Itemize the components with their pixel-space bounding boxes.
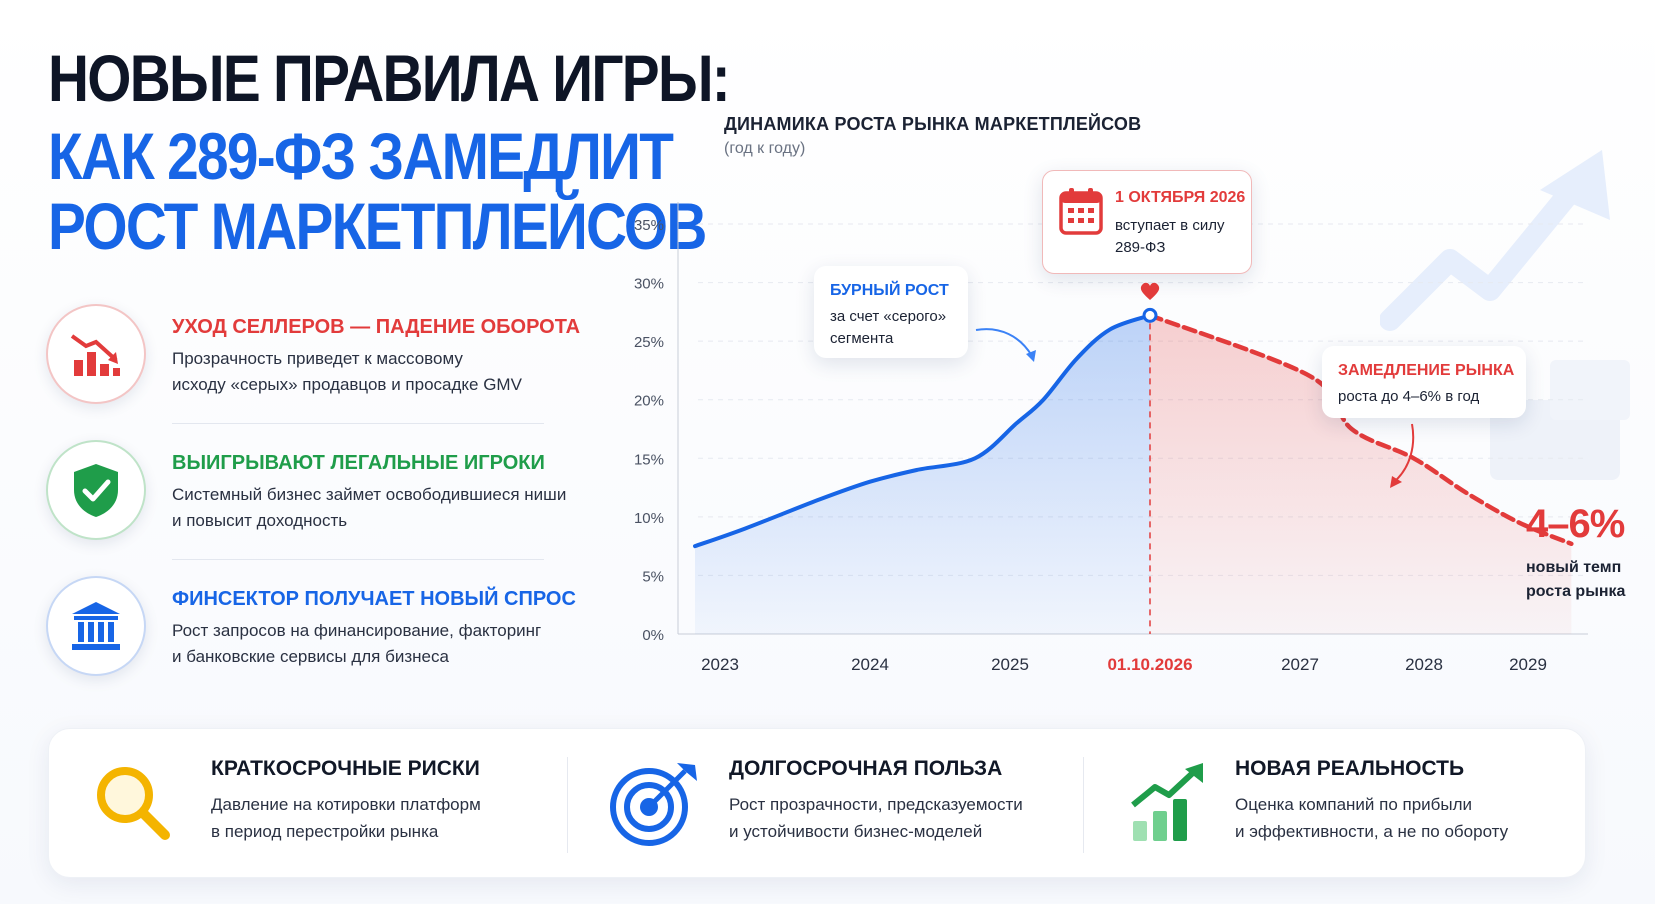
forecast-area	[1150, 315, 1572, 634]
shield-check-icon	[46, 440, 146, 540]
feature-legal-players: ВЫИГРЫВАЮТ ЛЕГАЛЬНЫЕ ИГРОКИ Системный би…	[46, 440, 606, 550]
final-rate-value: 4–6%	[1526, 502, 1625, 546]
summary-description: Оценка компаний по прибыли и эффективнос…	[1235, 791, 1595, 845]
target-icon	[610, 763, 697, 846]
slowdown-text: роста до 4–6% в год	[1338, 388, 1480, 405]
boom-callout: БУРНЫЙ РОСТ за счет «серого» сегмента	[814, 266, 968, 358]
slowdown-arrow-icon	[1390, 423, 1415, 488]
x-tick-label: 2024	[851, 655, 889, 674]
final-rate-caption-line: новый темп	[1526, 559, 1622, 576]
y-tick-label: 25%	[634, 334, 664, 351]
y-tick-label: 15%	[634, 451, 664, 468]
summary-heading: КРАТКОСРОЧНЫЕ РИСКИ	[211, 757, 480, 780]
summary-description-line: и устойчивости бизнес-моделей	[729, 822, 983, 841]
summary-description-line: Давление на котировки платформ	[211, 795, 481, 814]
page-title-line-1: НОВЫЕ ПРАВИЛА ИГРЫ:	[48, 41, 731, 115]
feature-description: Рост запросов на финансирование, фактори…	[172, 618, 612, 670]
background-arrow-icon	[1380, 150, 1630, 480]
feature-finsector: ФИНСЕКТОР ПОЛУЧАЕТ НОВЫЙ СПРОС Рост запр…	[46, 576, 606, 686]
feature-heading: ФИНСЕКТОР ПОЛУЧАЕТ НОВЫЙ СПРОС	[172, 588, 576, 610]
x-tick-label: 2028	[1405, 655, 1443, 674]
boom-heading: БУРНЫЙ РОСТ	[830, 282, 949, 299]
y-tick-label: 30%	[634, 276, 664, 293]
chart-title: ДИНАМИКА РОСТА РЫНКА МАРКЕТПЛЕЙСОВ	[724, 114, 1142, 134]
growth-chart: 35% 30% 25% 20% 15% 10% 5% 0% 2023 2024 2025 01.10.…	[634, 202, 1588, 674]
calendar-icon	[1059, 188, 1103, 235]
summary-panel: КРАТКОСРОЧНЫЕ РИСКИ Давление на котировк…	[48, 728, 1586, 878]
page-title-line-3: РОСТ МАРКЕТПЛЕЙСОВ	[48, 189, 707, 263]
final-rate-caption-line: роста рынка	[1526, 583, 1626, 600]
x-tick-label: 2023	[701, 655, 739, 674]
feature-heading: УХОД СЕЛЛЕРОВ — ПАДЕНИЕ ОБОРОТА	[172, 316, 581, 338]
summary-long-term: ДОЛГОСРОЧНАЯ ПОЛЬЗА Рост прозрачности, п…	[569, 729, 1085, 877]
growth-chart-icon	[1131, 763, 1203, 841]
chart-subtitle: (год к году)	[724, 140, 806, 157]
summary-divider	[1083, 757, 1084, 853]
divider	[172, 559, 544, 560]
summary-heading: НОВАЯ РЕАЛЬНОСТЬ	[1235, 757, 1465, 780]
summary-description-line: Оценка компаний по прибыли	[1235, 795, 1473, 814]
bank-icon	[46, 576, 146, 676]
feature-description: Прозрачность приведет к массовому исходу…	[172, 346, 612, 398]
feature-description-line: и банковские сервисы для бизнеса	[172, 647, 449, 666]
law-callout: 1 ОКТЯБРЯ 2026 вступает в силу 289-ФЗ	[1042, 170, 1252, 274]
summary-description: Рост прозрачности, предсказуемости и уст…	[729, 791, 1089, 845]
x-tick-label: 01.10.2026	[1107, 655, 1192, 674]
feature-description-line: Прозрачность приведет к массовому	[172, 349, 463, 368]
summary-short-term: КРАТКОСРОЧНЫЕ РИСКИ Давление на котировк…	[49, 729, 569, 877]
summary-description-line: Рост прозрачности, предсказуемости	[729, 795, 1023, 814]
summary-description-line: в период перестройки рынка	[211, 822, 439, 841]
page-title-line-2: КАК 289-ФЗ ЗАМЕДЛИТ	[48, 119, 674, 193]
actual-area	[695, 315, 1150, 634]
feature-sellers-exit: УХОД СЕЛЛЕРОВ — ПАДЕНИЕ ОБОРОТА Прозрачн…	[46, 304, 606, 414]
forecast-series-line	[1147, 313, 1574, 547]
y-tick-label: 10%	[634, 510, 664, 527]
x-tick-label: 2029	[1509, 655, 1547, 674]
slowdown-callout: ЗАМЕДЛЕНИЕ РЫНКА роста до 4–6% в год	[1322, 346, 1526, 418]
feature-description-line: исходу «серых» продавцов и просадке GMV	[172, 375, 522, 394]
summary-heading: ДОЛГОСРОЧНАЯ ПОЛЬЗА	[729, 757, 1003, 780]
summary-new-reality: НОВАЯ РЕАЛЬНОСТЬ Оценка компаний по приб…	[1085, 729, 1585, 877]
feature-description: Системный бизнес займет освободившиеся н…	[172, 482, 612, 534]
final-rate-caption: новый темп роста рынка	[1526, 556, 1625, 604]
summary-description-line: и эффективности, а не по обороту	[1235, 822, 1509, 841]
y-tick-label: 5%	[642, 568, 664, 585]
law-text-line: вступает в силу	[1115, 217, 1225, 234]
divider	[172, 423, 544, 424]
falling-chart-icon	[46, 304, 146, 404]
summary-description: Давление на котировки платформ в период …	[211, 791, 571, 845]
boom-text-line: сегмента	[830, 330, 894, 347]
feature-description-line: Рост запросов на финансирование, фактори…	[172, 621, 542, 640]
boom-text-line: за счет «серого»	[830, 308, 947, 325]
slowdown-heading: ЗАМЕДЛЕНИЕ РЫНКА	[1338, 362, 1515, 379]
y-tick-label: 35%	[634, 217, 664, 234]
heart-marker-icon	[1140, 282, 1160, 300]
x-tick-label: 2025	[991, 655, 1029, 674]
x-tick-label: 2027	[1281, 655, 1319, 674]
feature-description-line: Системный бизнес займет освободившиеся н…	[172, 485, 567, 504]
y-tick-label: 0%	[642, 627, 664, 644]
feature-heading: ВЫИГРЫВАЮТ ЛЕГАЛЬНЫЕ ИГРОКИ	[172, 452, 545, 474]
peak-point	[1142, 307, 1158, 323]
magnifier-icon	[97, 767, 170, 840]
law-text-line: 289-ФЗ	[1115, 239, 1166, 256]
boom-arrow-icon	[975, 328, 1036, 362]
actual-series-line	[693, 313, 1152, 549]
law-date: 1 ОКТЯБРЯ 2026	[1115, 189, 1246, 206]
feature-description-line: и повысит доходность	[172, 511, 348, 530]
y-tick-label: 20%	[634, 393, 664, 410]
summary-divider	[567, 757, 568, 853]
